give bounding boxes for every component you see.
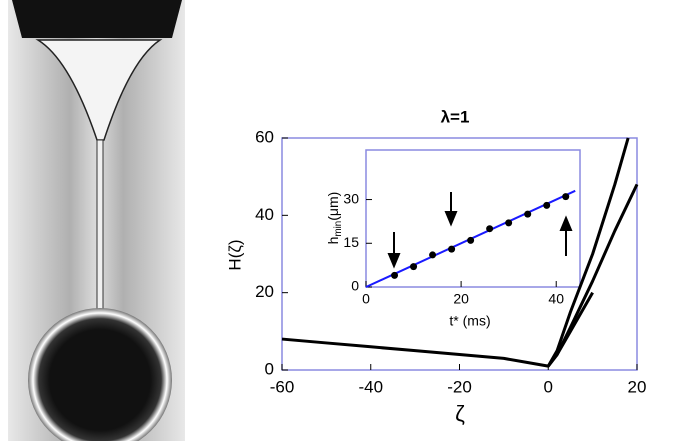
y-tick-label: 20 xyxy=(255,282,274,301)
data-point xyxy=(410,263,418,271)
data-point xyxy=(562,193,570,201)
x-axis-label: ζ xyxy=(455,401,465,426)
x-tick-label: 0 xyxy=(544,377,553,396)
y-tick-label: 40 xyxy=(255,205,274,224)
data-point xyxy=(467,236,475,244)
x-tick-label: 20 xyxy=(628,377,647,396)
data-line xyxy=(547,291,594,368)
data-point xyxy=(429,251,437,259)
x-tick-label: 20 xyxy=(453,291,469,307)
data-point xyxy=(486,225,494,233)
data-point xyxy=(505,219,513,227)
x-tick-label: 0 xyxy=(362,291,370,307)
y-label-sub: min xyxy=(333,221,344,237)
y-tick-label: 15 xyxy=(343,234,359,250)
y-label-base: h xyxy=(325,237,341,245)
x-tick-label: -40 xyxy=(358,377,383,396)
y-tick-label: 0 xyxy=(265,359,274,378)
y-label-unit: (μm) xyxy=(325,192,341,221)
photo xyxy=(8,0,185,441)
data-line xyxy=(281,137,630,368)
y-tick-label: 60 xyxy=(255,127,274,146)
x-tick-label: -60 xyxy=(270,377,295,396)
y-tick-label: 0 xyxy=(351,278,359,294)
x-axis-label: t* (ms) xyxy=(449,313,490,329)
data-point xyxy=(543,201,551,209)
data-point xyxy=(448,245,456,253)
arrows xyxy=(387,192,573,269)
chart-title: λ=1 xyxy=(441,107,470,126)
inset-frame xyxy=(365,149,581,288)
y-axis-label: hmin(μm) xyxy=(325,192,344,245)
data-point xyxy=(524,210,532,218)
data-point xyxy=(391,271,399,279)
y-tick-label: 30 xyxy=(343,190,359,206)
x-tick-label: 40 xyxy=(548,291,564,307)
x-tick-label: -20 xyxy=(447,377,472,396)
y-axis-label: H(ζ) xyxy=(225,239,244,270)
